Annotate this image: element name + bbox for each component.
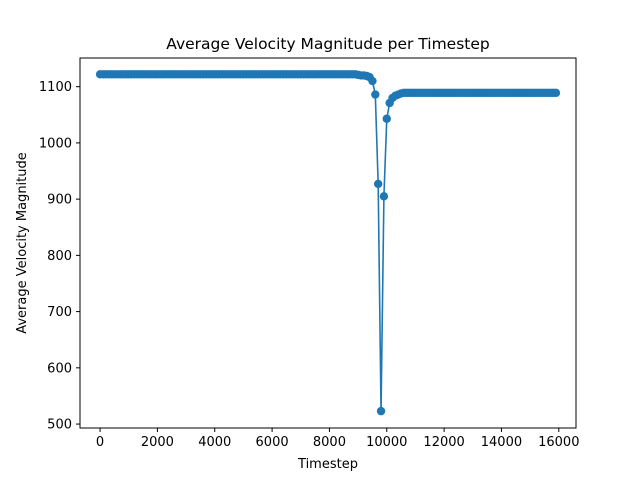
plot-area — [79, 57, 577, 429]
y-tick-label: 700 — [47, 305, 72, 320]
axes-frame — [79, 57, 577, 429]
series-layer — [95, 70, 561, 416]
x-tick-label: 8000 — [313, 435, 346, 450]
data-point — [382, 114, 391, 123]
y-tick-label: 1000 — [39, 136, 72, 151]
x-tick-label: 0 — [96, 435, 104, 450]
x-tick-label: 10000 — [366, 435, 407, 450]
x-tick-label: 4000 — [198, 435, 231, 450]
x-tick-label: 16000 — [538, 435, 579, 450]
y-axis-label: Average Velocity Magnitude — [15, 152, 30, 334]
data-point — [371, 90, 380, 99]
chart-title: Average Velocity Magnitude per Timestep — [166, 35, 490, 53]
x-tick-label: 6000 — [256, 435, 289, 450]
data-point — [373, 179, 383, 189]
y-tick-label: 900 — [47, 193, 72, 208]
data-point — [551, 88, 561, 98]
y-tick-label: 800 — [47, 249, 72, 264]
y-tick-label: 500 — [47, 418, 72, 433]
y-axis: 500 600 700 800 900 1000 1100 — [39, 80, 80, 433]
data-point — [368, 76, 377, 86]
x-tick-label: 12000 — [423, 435, 464, 450]
x-tick-label: 2000 — [141, 435, 174, 450]
y-tick-label: 1100 — [39, 80, 72, 95]
x-axis: 0 2000 4000 6000 8000 10000 12000 14000 16000 — [96, 428, 579, 450]
x-tick-label: 14000 — [481, 435, 522, 450]
x-axis-label: Timestep — [297, 457, 358, 472]
data-point — [379, 192, 389, 201]
y-tick-label: 600 — [47, 361, 72, 376]
data-point — [376, 406, 386, 416]
